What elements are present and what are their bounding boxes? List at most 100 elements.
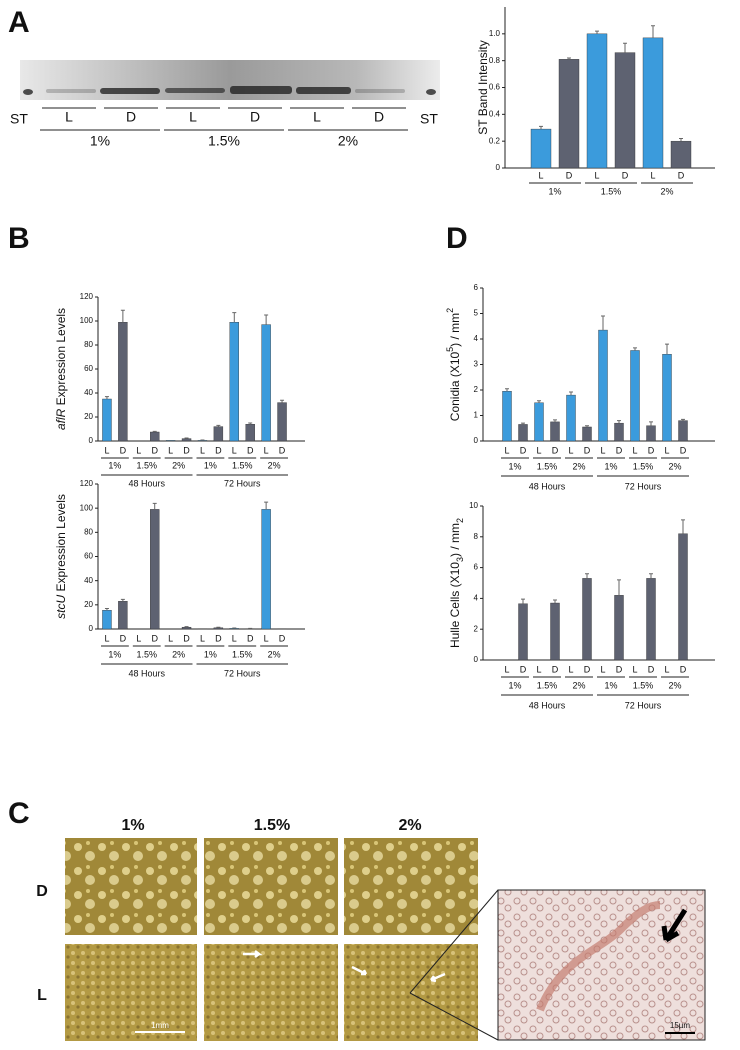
x-tick-label: D [520,664,527,674]
y-axis-label: Conidia (X105) / mm2 [445,308,462,421]
x-tick-label: L [650,170,655,180]
group-label: 1.5% [136,649,157,659]
y-tick-label: 1 [474,411,479,420]
group-label: 1.5% [601,186,622,196]
bar [530,128,552,169]
group-label: 2% [268,460,281,470]
error-bar [567,57,571,60]
y-tick-label: 20 [84,412,93,421]
bar [678,533,688,661]
bar [118,601,128,630]
bar [614,422,624,442]
error-bar [521,598,525,604]
x-tick-label: D [678,170,685,180]
bar [550,421,560,442]
group-label: 1.5% [232,649,253,659]
y-axis-label-part: aflR [54,408,68,430]
y-tick-label: 6 [474,283,479,292]
x-tick-label: D [120,445,127,455]
error-bar [633,347,637,351]
x-tick-label: L [168,445,173,455]
x-tick-label: D [247,633,254,643]
x-tick-label: D [183,633,190,643]
arrow [661,908,688,943]
micrograph [204,838,338,935]
error-bar [585,573,589,579]
error-bar [617,420,621,424]
column-label: 2% [398,817,421,834]
y-tick-label: 0.4 [489,109,501,118]
supergroup-label: 72 Hours [625,481,662,491]
x-tick-label: D [151,633,158,643]
y-tick-label: 0 [496,163,501,172]
error-bar [681,418,685,421]
group-label: 2% [668,680,681,690]
y-axis-label-part: ST Band Intensity [476,40,490,135]
x-tick-label: L [104,445,109,455]
bar [566,394,576,442]
bar [102,398,112,442]
x-tick-label: D [566,170,573,180]
bar [598,329,608,442]
y-axis-label-part: 2 [445,308,455,313]
group-label: 1% [548,186,561,196]
x-tick-label: L [232,633,237,643]
group-label: 1% [508,461,521,471]
y-tick-label: 0.2 [489,136,501,145]
group-label: 1.5% [633,680,654,690]
bar [678,420,688,442]
bar [277,402,287,442]
error-bar [651,25,655,38]
micrograph-grid [65,838,706,1041]
x-tick-label: L [568,445,573,455]
arrow [351,965,368,976]
y-axis-label-part: Expression Levels [54,308,68,409]
bar [670,140,692,169]
error-bar [623,42,627,53]
bar [261,509,271,630]
bar [582,578,592,661]
lane-label: L [313,109,321,125]
x-tick-label: D [648,445,655,455]
error-bar [505,388,509,392]
bar [646,578,656,661]
x-tick-label: D [215,633,222,643]
group-label: 2% [172,460,185,470]
y-tick-label: 0 [474,655,479,664]
y-axis-label-part: Expression Levels [54,494,68,595]
group-label: 1% [508,680,521,690]
y-tick-label: 8 [474,532,479,541]
x-tick-label: D [215,445,222,455]
x-tick-label: L [264,445,269,455]
supergroup-label: 48 Hours [128,668,165,678]
standard-label: ST [10,111,28,127]
bar [245,424,255,442]
panel-label: C [8,797,30,830]
y-axis-label-part: 2 [455,518,465,523]
x-tick-label: L [600,664,605,674]
lane-label: D [374,109,384,125]
error-bar [120,309,125,323]
bar [181,626,192,630]
supergroup-label: 72 Hours [625,700,662,710]
group-label: 1% [204,460,217,470]
bar [518,424,528,442]
y-axis-label: stcU Expression Levels [54,494,68,619]
zoom-line [409,992,499,1041]
x-tick-label: L [200,633,205,643]
micrograph [65,944,197,1041]
error-bar [649,573,653,579]
group-label: 2% [172,649,185,659]
zoom-line [409,889,499,994]
x-tick-label: D [151,445,158,455]
bar [261,324,271,442]
micrograph [65,838,197,935]
y-tick-label: 60 [84,552,93,561]
x-tick-label: L [136,445,141,455]
error-bar [184,626,189,628]
group-label: 2% [572,680,585,690]
bar [518,603,528,661]
bar [102,610,112,630]
y-tick-label: 100 [80,316,94,325]
